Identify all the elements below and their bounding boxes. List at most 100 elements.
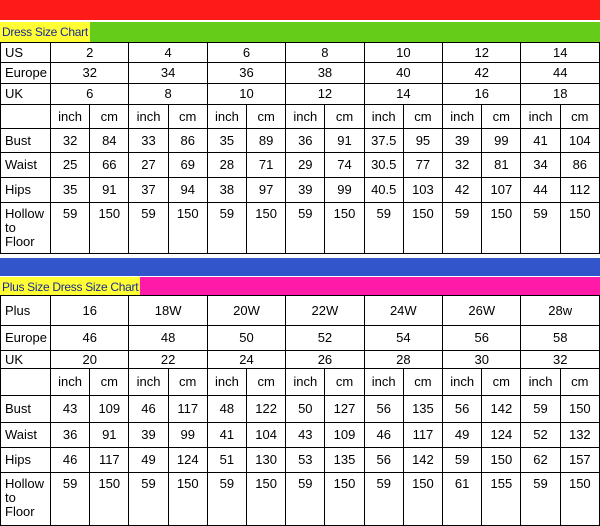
measure-cell: 95 [402, 128, 444, 153]
blank-cell [0, 104, 51, 129]
measure-cell: 124 [167, 447, 208, 473]
measure-cell: 42 [442, 177, 483, 203]
measure-cell: 142 [481, 395, 522, 423]
measure-cell: 27 [128, 152, 169, 178]
table-row: Bust 32 84 33 86 35 89 36 91 37.5 95 39 99 41 104 [0, 128, 600, 153]
table-row: Europe 32 34 36 38 40 42 44 [0, 62, 600, 84]
measure-cell: 117 [89, 447, 130, 473]
measure-cell: 155 [481, 472, 522, 526]
unit-cell: cm [402, 104, 444, 129]
measure-cell: 77 [402, 152, 444, 178]
measure-cell: 50 [285, 395, 326, 423]
measure-cell: 150 [324, 202, 365, 254]
measure-cell: 99 [481, 128, 522, 153]
measure-cell: 32 [442, 152, 483, 178]
measure-cell: 59 [49, 472, 91, 526]
measure-cell: 59 [206, 472, 248, 526]
measure-cell: 34 [520, 152, 561, 178]
unit-cell: cm [167, 104, 208, 129]
measure-cell: 150 [89, 472, 130, 526]
measure-cell: 150 [167, 472, 208, 526]
measure-cell: 36 [285, 128, 326, 153]
table-row: Bust 43 109 46 117 48 122 50 127 56 135 56 142 59 150 [0, 395, 600, 423]
unit-cell: cm [246, 104, 287, 129]
measure-cell: 150 [246, 472, 287, 526]
table-row: UK 6 8 10 12 14 16 18 [0, 83, 600, 105]
table-row: Waist 25 66 27 69 28 71 29 74 30.5 77 32 81 34 86 [0, 152, 600, 178]
unit-cell: cm [559, 368, 600, 396]
measure-cell: 46 [49, 447, 91, 473]
size-cell: 48 [128, 325, 208, 351]
size-cell: 34 [128, 62, 208, 84]
measure-cell: 150 [89, 202, 130, 254]
measure-cell: 122 [246, 395, 287, 423]
measure-cell: 53 [285, 447, 326, 473]
row-label: US [0, 42, 51, 63]
measure-cell: 41 [520, 128, 561, 153]
size-cell: 42 [442, 62, 522, 84]
measure-cell: 59 [363, 472, 404, 526]
size-table: US 2 4 6 8 10 12 14 Europe 32 34 36 38 40 42 44 UK 6 8 10 12… [0, 42, 600, 254]
measure-cell: 104 [246, 422, 287, 448]
size-cell: 20 [49, 350, 130, 369]
unit-cell: inch [363, 368, 404, 396]
unit-cell: inch [128, 104, 169, 129]
measure-cell: 59 [49, 202, 91, 254]
size-cell: 4 [128, 42, 208, 63]
row-label: Waist [0, 422, 51, 448]
measure-cell: 127 [324, 395, 365, 423]
size-cell: 10 [206, 83, 287, 105]
measure-cell: 43 [49, 395, 91, 423]
size-cell: 32 [520, 350, 600, 369]
unit-cell: inch [520, 368, 561, 396]
measure-cell: 46 [128, 395, 169, 423]
measure-cell: 109 [89, 395, 130, 423]
measure-cell: 59 [520, 202, 561, 254]
unit-cell: cm [481, 104, 522, 129]
table-row: Waist 36 91 39 99 41 104 43 109 46 117 49 124 52 132 [0, 422, 600, 448]
size-cell: 18W [128, 295, 208, 326]
unit-cell: inch [206, 104, 248, 129]
size-cell: 28 [363, 350, 444, 369]
measure-cell: 36 [49, 422, 91, 448]
measure-cell: 28 [206, 152, 248, 178]
measure-cell: 59 [285, 202, 326, 254]
unit-cell: inch [442, 368, 483, 396]
table-row: Europe 46 48 50 52 54 56 58 [0, 325, 600, 351]
magenta-bar: Plus Size Dress Size Chart [0, 277, 600, 295]
measure-cell: 69 [167, 152, 208, 178]
size-cell: 8 [128, 83, 208, 105]
size-cell: 18 [520, 83, 600, 105]
size-cell: 26W [442, 295, 522, 326]
size-cell: 8 [285, 42, 365, 63]
measure-cell: 104 [559, 128, 600, 153]
measure-cell: 32 [49, 128, 91, 153]
measure-cell: 150 [246, 202, 287, 254]
measure-cell: 59 [520, 472, 561, 526]
size-cell: 26 [285, 350, 365, 369]
size-cell: 50 [206, 325, 287, 351]
measure-cell: 112 [559, 177, 600, 203]
unit-cell: cm [324, 104, 365, 129]
row-label: UK [0, 350, 51, 369]
size-cell: 16 [49, 295, 130, 326]
measure-cell: 135 [402, 395, 444, 423]
unit-cell: inch [128, 368, 169, 396]
row-label: Waist [0, 152, 51, 178]
measure-cell: 117 [167, 395, 208, 423]
table-row: inch cm inch cm inch cm inch cm inch cm inch cm inch… [0, 104, 600, 129]
blue-bar [0, 258, 600, 276]
measure-cell: 86 [559, 152, 600, 178]
measure-cell: 46 [363, 422, 404, 448]
measure-cell: 150 [481, 202, 522, 254]
green-bar: Dress Size Chart [0, 22, 600, 42]
size-cell: 46 [49, 325, 130, 351]
measure-cell: 107 [481, 177, 522, 203]
row-label: Bust [0, 395, 51, 423]
measure-cell: 74 [324, 152, 365, 178]
unit-cell: cm [246, 368, 287, 396]
measure-cell: 29 [285, 152, 326, 178]
measure-cell: 59 [363, 202, 404, 254]
measure-cell: 62 [520, 447, 561, 473]
measure-cell: 150 [559, 395, 600, 423]
